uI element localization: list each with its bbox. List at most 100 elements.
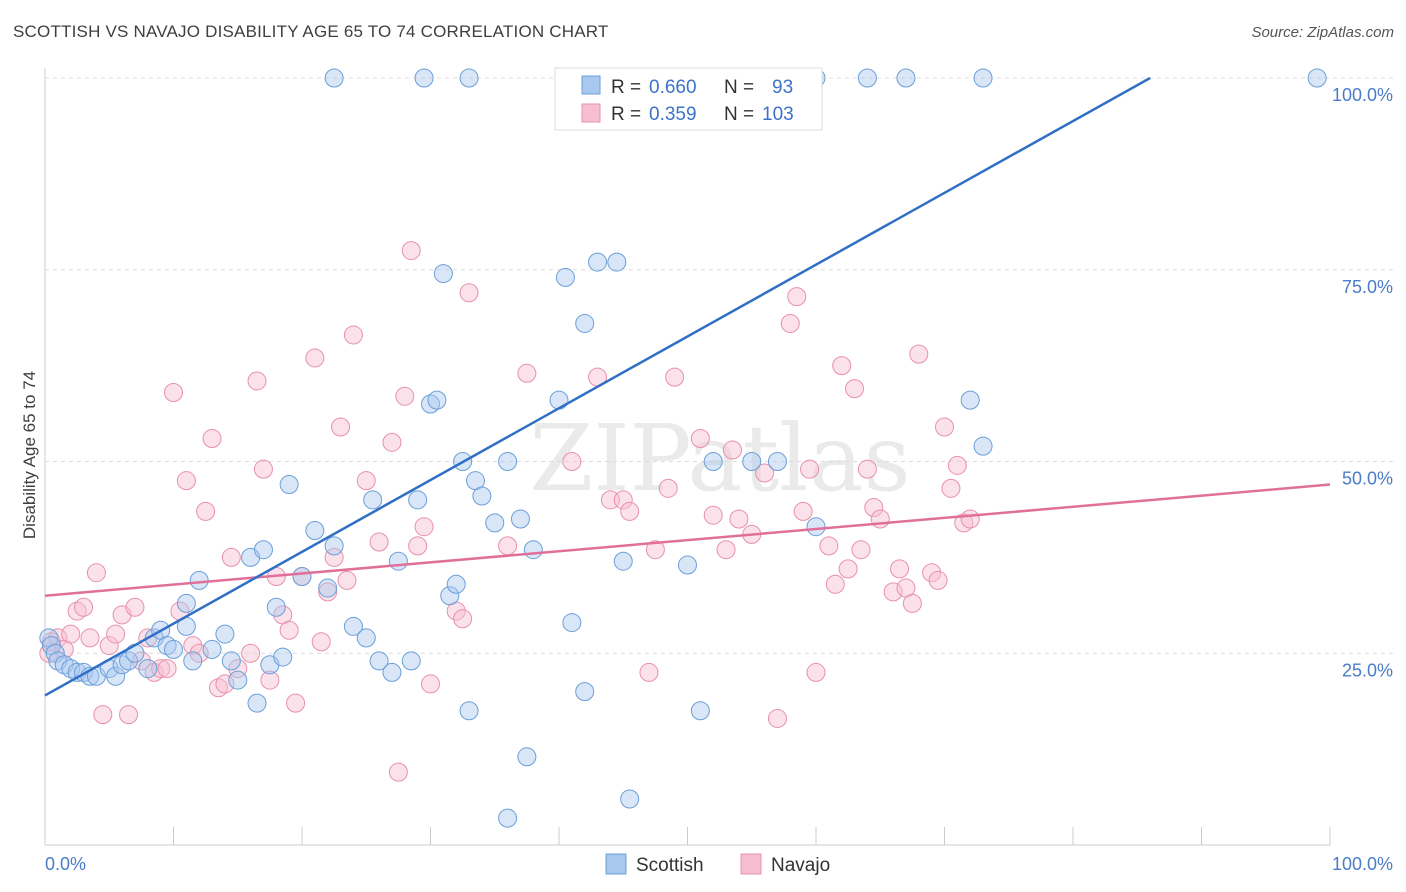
navajo-point bbox=[857, 459, 877, 479]
scottish-point bbox=[176, 593, 196, 613]
scottish-point bbox=[273, 647, 293, 667]
navajo-point bbox=[80, 628, 100, 648]
navajo-point bbox=[620, 501, 640, 521]
scottish-point bbox=[960, 390, 980, 410]
navajo-point bbox=[922, 563, 942, 583]
y-tick-label: 100.0% bbox=[1332, 85, 1393, 105]
legend-swatch-scottish bbox=[581, 75, 601, 95]
navajo-point bbox=[716, 540, 736, 560]
scottish-point bbox=[485, 513, 505, 533]
scottish-point bbox=[125, 643, 145, 663]
scottish-point bbox=[857, 68, 877, 88]
navajo-point bbox=[395, 386, 415, 406]
scottish-point bbox=[575, 682, 595, 702]
scottish-point bbox=[221, 651, 241, 671]
legend-r-value-navajo: 0.359 bbox=[649, 104, 697, 125]
legend-r-label-scottish: R = bbox=[611, 77, 641, 98]
navajo-point bbox=[722, 440, 742, 460]
scottish-point bbox=[318, 578, 338, 598]
scottish-point bbox=[119, 651, 139, 671]
scottish-point bbox=[363, 490, 383, 510]
navajo-point bbox=[337, 570, 357, 590]
scottish-point bbox=[767, 452, 787, 471]
scottish-point bbox=[446, 574, 466, 594]
navajo-point bbox=[690, 428, 710, 448]
scottish-point bbox=[305, 521, 325, 541]
navajo-point bbox=[74, 597, 94, 617]
legend-box: R = 0.660 N = 93 R = 0.359 N = 103 bbox=[554, 67, 823, 131]
navajo-point bbox=[806, 662, 826, 682]
scottish-point bbox=[433, 264, 453, 284]
navajo-point bbox=[331, 417, 351, 437]
navajo-point bbox=[825, 574, 845, 594]
scottish-point bbox=[678, 555, 697, 575]
navajo-point bbox=[562, 452, 582, 471]
watermark: ZIPatlas bbox=[529, 405, 910, 512]
scottish-point bbox=[806, 517, 826, 537]
navajo-point bbox=[658, 478, 678, 498]
navajo-point bbox=[870, 509, 890, 529]
scottish-point bbox=[253, 540, 273, 560]
navajo-point bbox=[498, 536, 518, 556]
scottish-point bbox=[279, 475, 299, 495]
navajo-point bbox=[61, 624, 81, 644]
scottish-point bbox=[356, 628, 376, 648]
navajo-point bbox=[613, 490, 633, 510]
scottish-point bbox=[266, 597, 286, 617]
scottish-point bbox=[607, 252, 627, 272]
scottish-point bbox=[498, 808, 518, 828]
source-label: Source: ZipAtlas.com bbox=[1251, 24, 1394, 41]
x-tick-label: 100.0% bbox=[1332, 854, 1393, 874]
legend-r-label-navajo: R = bbox=[611, 104, 641, 125]
bottom-legend: Scottish Navajo bbox=[605, 853, 830, 876]
navajo-point bbox=[343, 325, 363, 345]
navajo-point bbox=[755, 463, 775, 483]
navajo-point bbox=[453, 609, 473, 629]
axes bbox=[44, 68, 1331, 846]
chart-title: SCOTTISH VS NAVAJO DISABILITY AGE 65 TO … bbox=[13, 22, 609, 41]
navajo-point bbox=[851, 540, 871, 560]
y-axis-label: Disability Age 65 to 74 bbox=[20, 371, 39, 539]
scottish-point bbox=[1307, 68, 1327, 88]
navajo-point bbox=[780, 313, 800, 333]
scottish-point bbox=[247, 693, 267, 713]
scottish-point bbox=[703, 452, 723, 471]
navajo-point bbox=[157, 659, 177, 679]
y-tick-label: 50.0% bbox=[1342, 469, 1393, 489]
scottish-points bbox=[39, 68, 1327, 828]
navajo-point bbox=[401, 241, 421, 261]
scottish-point bbox=[620, 789, 640, 809]
scottish-point bbox=[498, 452, 518, 471]
scottish-point bbox=[388, 551, 408, 571]
navajo-point bbox=[176, 471, 196, 491]
scottish-point bbox=[742, 452, 762, 471]
y-tick-label: 75.0% bbox=[1342, 277, 1393, 297]
scottish-point bbox=[613, 551, 633, 571]
navajo-point bbox=[202, 428, 222, 448]
scottish-point bbox=[292, 567, 312, 587]
navajo-point bbox=[645, 540, 665, 560]
scottish-point bbox=[459, 701, 479, 721]
navajo-point bbox=[845, 379, 865, 399]
navajo-point bbox=[838, 559, 858, 579]
navajo-point bbox=[883, 582, 903, 602]
navajo-point bbox=[196, 501, 216, 521]
navajo-point bbox=[86, 563, 106, 583]
scottish-point bbox=[472, 486, 492, 506]
navajo-point bbox=[947, 455, 967, 475]
navajo-point bbox=[793, 501, 813, 521]
scottish-point bbox=[575, 313, 595, 333]
scottish-point bbox=[459, 68, 479, 88]
scottish-point bbox=[896, 68, 916, 88]
scottish-point bbox=[324, 68, 344, 88]
bottom-legend-swatch-navajo bbox=[740, 853, 762, 875]
x-tick-label: 0.0% bbox=[45, 854, 86, 874]
navajo-point bbox=[864, 498, 884, 518]
navajo-point bbox=[832, 356, 852, 376]
scottish-point bbox=[414, 68, 434, 88]
scottish-point bbox=[106, 666, 126, 686]
scottish-point bbox=[343, 616, 363, 636]
navajo-point bbox=[800, 459, 820, 479]
scottish-point bbox=[228, 670, 248, 690]
